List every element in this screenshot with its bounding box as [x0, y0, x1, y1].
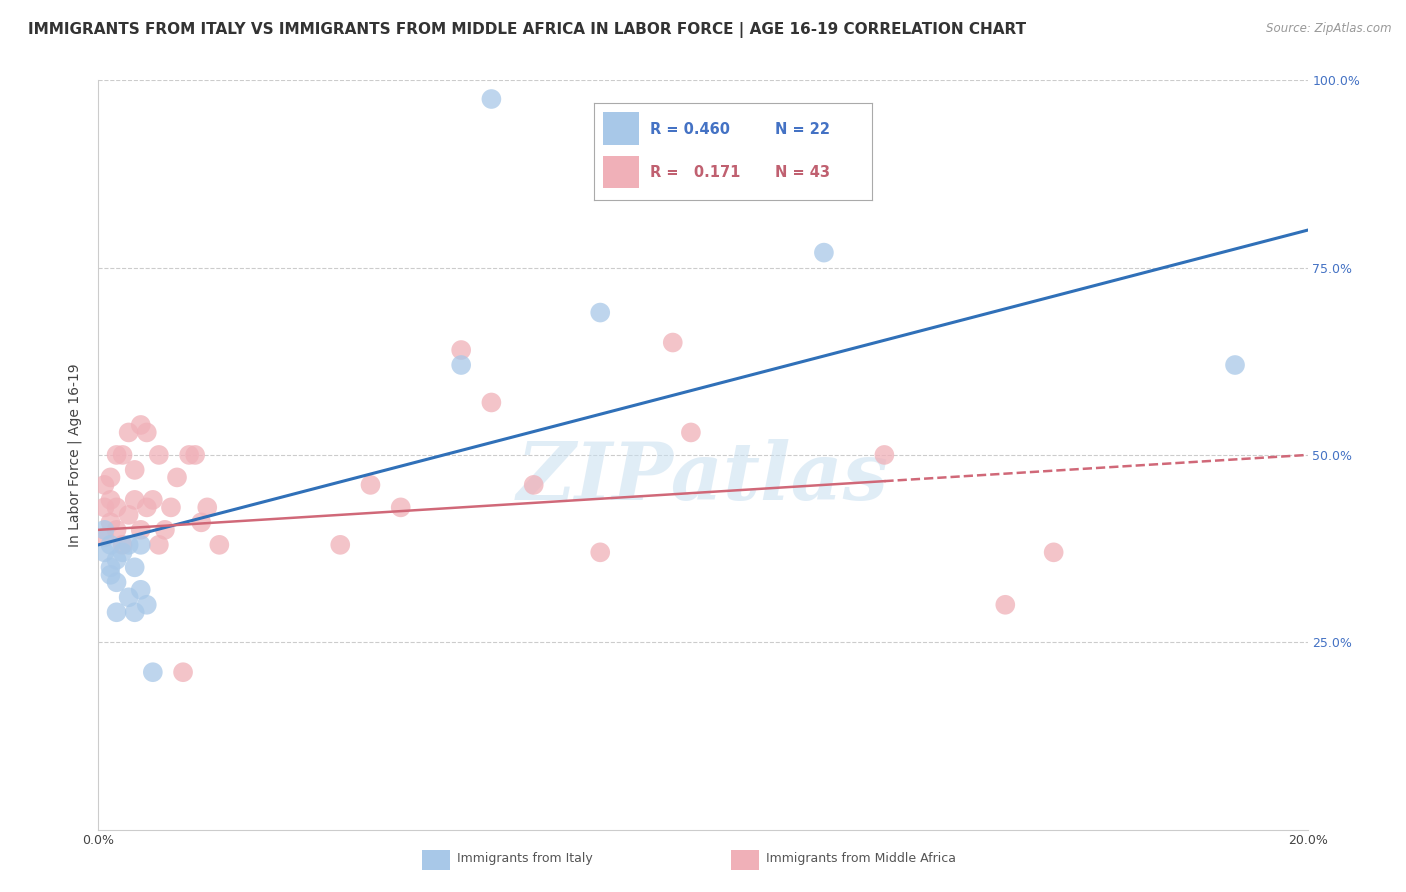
Point — [129, 538, 152, 552]
Point — [661, 335, 683, 350]
Point — [329, 538, 352, 552]
Point — [111, 538, 134, 552]
Point — [111, 545, 134, 559]
Point — [124, 605, 146, 619]
Point — [389, 500, 412, 515]
Point — [118, 508, 141, 522]
Point — [184, 448, 207, 462]
Point — [523, 478, 546, 492]
Point — [93, 500, 115, 515]
Point — [142, 665, 165, 680]
Point — [172, 665, 194, 680]
Point — [179, 448, 201, 462]
Point — [813, 245, 835, 260]
Point — [100, 470, 122, 484]
Point — [100, 560, 122, 574]
Point — [118, 591, 141, 605]
Point — [129, 582, 152, 597]
Point — [135, 500, 157, 515]
Point — [481, 92, 503, 106]
Point — [148, 538, 170, 552]
Text: Source: ZipAtlas.com: Source: ZipAtlas.com — [1267, 22, 1392, 36]
Point — [105, 553, 128, 567]
Point — [124, 560, 146, 574]
Point — [129, 417, 152, 432]
Point — [105, 500, 128, 515]
Point — [148, 448, 170, 462]
Point — [1223, 358, 1246, 372]
Point — [153, 523, 176, 537]
Point — [124, 463, 146, 477]
Point — [111, 448, 134, 462]
Point — [105, 523, 128, 537]
Point — [93, 545, 115, 559]
Point — [118, 538, 141, 552]
Point — [100, 516, 122, 530]
Point — [208, 538, 231, 552]
Point — [679, 425, 702, 440]
Point — [93, 523, 115, 537]
Point — [129, 523, 152, 537]
Y-axis label: In Labor Force | Age 16-19: In Labor Force | Age 16-19 — [67, 363, 83, 547]
Text: IMMIGRANTS FROM ITALY VS IMMIGRANTS FROM MIDDLE AFRICA IN LABOR FORCE | AGE 16-1: IMMIGRANTS FROM ITALY VS IMMIGRANTS FROM… — [28, 22, 1026, 38]
Point — [105, 605, 128, 619]
Point — [124, 492, 146, 507]
Point — [360, 478, 382, 492]
Point — [450, 343, 472, 357]
Point — [105, 575, 128, 590]
Point — [195, 500, 218, 515]
Point — [105, 448, 128, 462]
Point — [994, 598, 1017, 612]
Point — [166, 470, 188, 484]
Point — [118, 425, 141, 440]
Text: Immigrants from Middle Africa: Immigrants from Middle Africa — [766, 852, 956, 865]
Point — [481, 395, 503, 409]
Point — [135, 425, 157, 440]
Text: Immigrants from Italy: Immigrants from Italy — [457, 852, 593, 865]
Point — [873, 448, 896, 462]
Point — [93, 478, 115, 492]
Point — [100, 492, 122, 507]
Point — [100, 567, 122, 582]
Point — [450, 358, 472, 372]
Point — [100, 538, 122, 552]
Text: ZIPatlas: ZIPatlas — [517, 439, 889, 516]
Point — [135, 598, 157, 612]
Point — [93, 530, 115, 544]
Point — [142, 492, 165, 507]
Point — [160, 500, 183, 515]
Point — [190, 516, 212, 530]
Point — [589, 545, 612, 559]
Point — [589, 305, 612, 319]
Point — [1042, 545, 1064, 559]
